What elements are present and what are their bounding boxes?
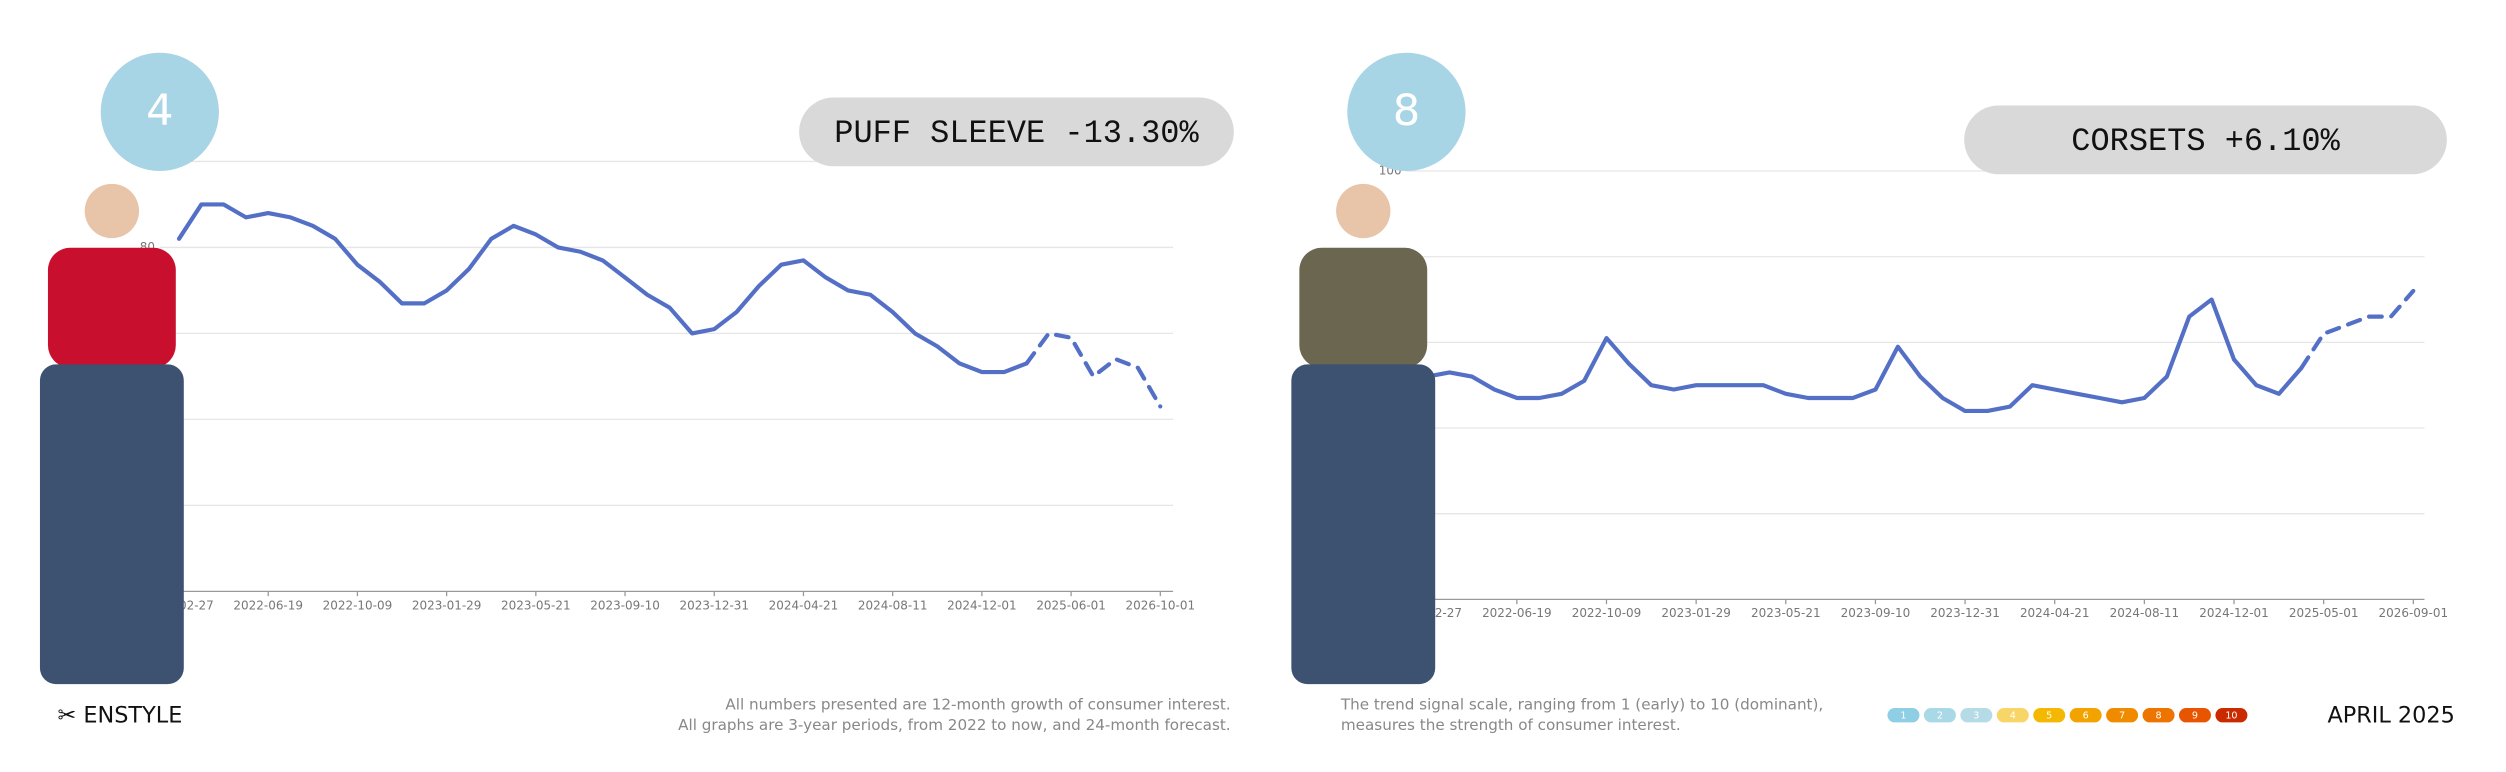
x-tick-label: 2023-12-31 xyxy=(1930,606,2000,620)
scale-label: 3 xyxy=(1973,711,1979,722)
x-tick-label: 2023-05-21 xyxy=(1751,606,1821,620)
model-top xyxy=(47,247,176,368)
scale-label: 10 xyxy=(2225,711,2237,722)
trend-line xyxy=(176,202,1029,375)
scale-pill xyxy=(1887,708,1920,723)
trend-line xyxy=(2299,288,2416,371)
x-tick-label: 2024-08-11 xyxy=(2110,606,2180,620)
scale-label: 2 xyxy=(1937,711,1943,722)
x-tick-label: 2025-06-01 xyxy=(1036,598,1106,612)
model-jeans xyxy=(1291,364,1436,685)
x-tick-label: 2024-12-01 xyxy=(947,598,1017,612)
note: The trend signal scale, ranging from 1 (… xyxy=(1340,695,1823,713)
trend-line xyxy=(1425,297,2304,414)
logo: ✂ ENSTYLE xyxy=(58,703,183,729)
scale-pill xyxy=(1923,708,1956,723)
x-tick-label: 2024-04-21 xyxy=(2020,606,2090,620)
chart-title: CORSETS +6.10% xyxy=(2071,123,2340,160)
model-jeans xyxy=(39,364,184,685)
rank-badge xyxy=(1347,52,1466,172)
x-tick-label: 2026-10-01 xyxy=(1126,598,1196,612)
note: All graphs are 3-year periods, from 2022… xyxy=(678,716,1231,734)
rank-badge xyxy=(100,52,219,172)
title-pill xyxy=(799,97,1234,167)
scale-label: 8 xyxy=(2155,711,2161,722)
x-tick-label: 2024-04-21 xyxy=(769,598,839,612)
rank-number: 8 xyxy=(1393,86,1420,136)
x-tick-label: 2023-09-10 xyxy=(1841,606,1911,620)
scale-pill xyxy=(1996,708,2029,723)
note: All numbers presented are 12-month growt… xyxy=(725,695,1230,713)
scale-label: 7 xyxy=(2119,711,2125,722)
x-tick-label: 2023-05-21 xyxy=(501,598,571,612)
scale-label: 1 xyxy=(1900,711,1906,722)
x-tick-label: 2023-01-29 xyxy=(412,598,482,612)
x-tick-label: 2022-06-19 xyxy=(233,598,303,612)
note: measures the strength of consumer intere… xyxy=(1341,716,1681,734)
scale-pill xyxy=(2215,708,2248,723)
scale-label: 6 xyxy=(2083,711,2089,722)
model-head xyxy=(84,183,140,239)
x-tick-label: 2024-12-01 xyxy=(2199,606,2269,620)
x-tick-label: 2026-09-01 xyxy=(2379,606,2449,620)
scale-label: 9 xyxy=(2192,711,2198,722)
model-top xyxy=(1299,247,1428,368)
scale-pill xyxy=(2179,708,2211,723)
x-tick-label: 2022-10-09 xyxy=(323,598,393,612)
x-tick-label: 2025-05-01 xyxy=(2289,606,2359,620)
scale-label: 5 xyxy=(2046,711,2052,722)
x-tick-label: 2024-08-11 xyxy=(858,598,928,612)
scale-pill xyxy=(2069,708,2102,723)
chart-title: PUFF SLEEVE -13.30% xyxy=(834,115,1199,152)
model-head xyxy=(1336,183,1391,239)
scale-label: 4 xyxy=(2010,711,2016,722)
x-tick-label: 2022-10-09 xyxy=(1572,606,1642,620)
scale-pill xyxy=(2033,708,2066,723)
scale-pill xyxy=(2106,708,2139,723)
date: APRIL 2025 xyxy=(2327,703,2454,729)
x-tick-label: 2022-06-19 xyxy=(1482,606,1552,620)
title-pill xyxy=(1964,105,2447,175)
x-tick-label: 2023-01-29 xyxy=(1661,606,1731,620)
rank-number: 4 xyxy=(146,86,173,136)
scale-pill xyxy=(2142,708,2175,723)
x-tick-label: 2023-12-31 xyxy=(679,598,749,612)
trend-line xyxy=(1024,331,1163,409)
x-tick-label: 2023-09-10 xyxy=(590,598,660,612)
scale-pill xyxy=(1960,708,1993,723)
